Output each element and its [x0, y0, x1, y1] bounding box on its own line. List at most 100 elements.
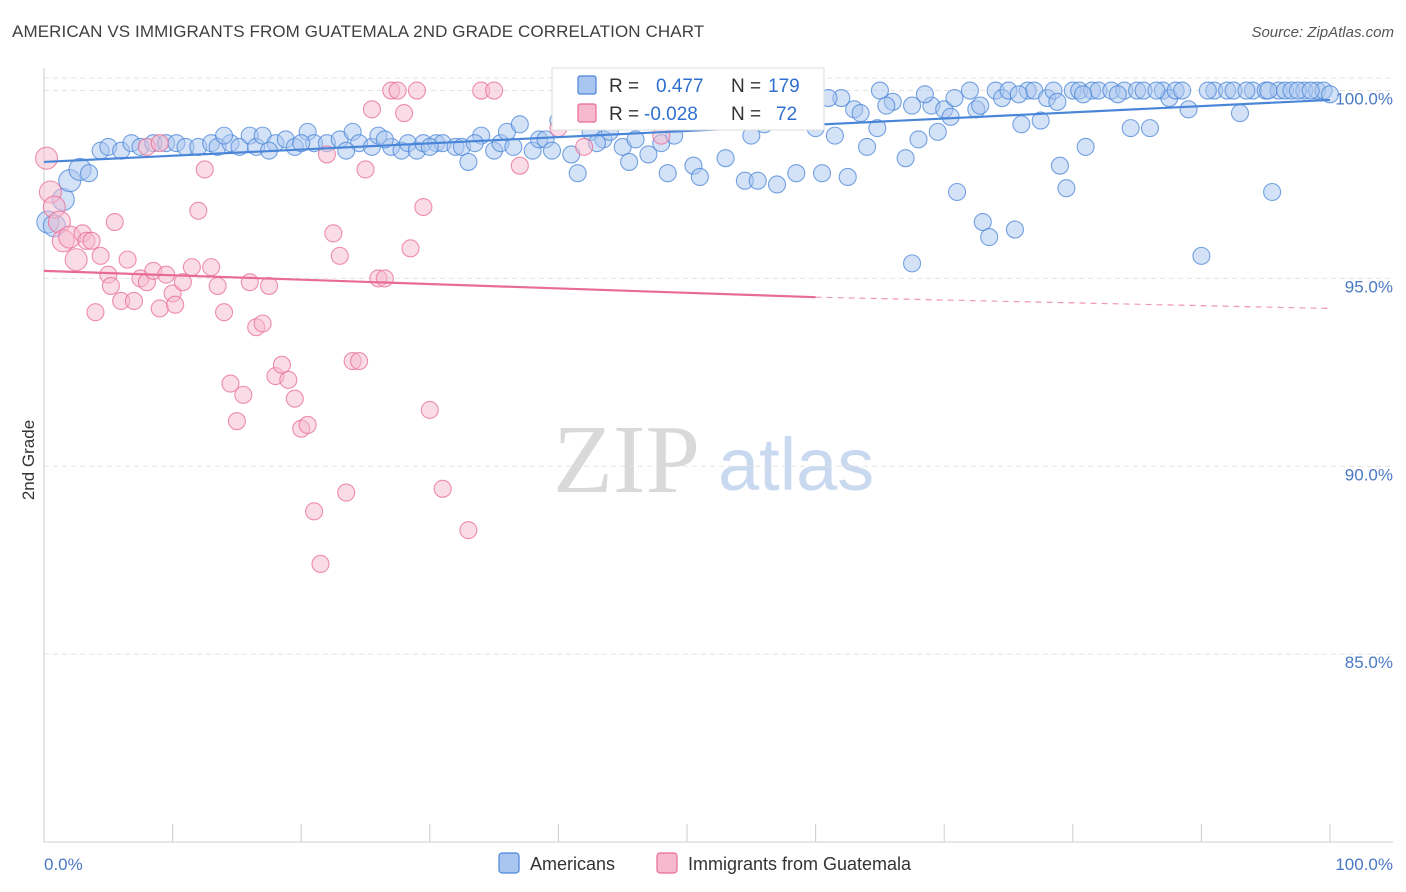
point-americans-128 — [1179, 100, 1198, 119]
point-guatemala-65 — [459, 521, 478, 540]
trend-line-dashed-guatemala — [815, 296, 1331, 310]
watermark: ZIP atlas — [553, 406, 874, 514]
stats-legend: R = 0.477 N = 179 R = -0.028 N = 72 — [551, 67, 825, 131]
point-guatemala-27 — [189, 201, 208, 220]
point-americans-168 — [542, 141, 562, 160]
point-guatemala-33 — [227, 412, 246, 431]
point-americans-154 — [1048, 92, 1067, 111]
point-americans-148 — [851, 104, 870, 123]
point-americans-67 — [690, 167, 709, 187]
point-guatemala-46 — [311, 554, 330, 574]
point-americans-87 — [868, 119, 887, 138]
point-guatemala-45 — [305, 502, 324, 521]
point-guatemala-53 — [356, 160, 375, 179]
point-americans-156 — [1108, 85, 1127, 104]
point-americans-169 — [504, 137, 523, 156]
point-guatemala-37 — [253, 314, 272, 333]
legend-swatch-americans — [498, 852, 520, 874]
point-americans-112 — [1050, 156, 1069, 175]
point-americans-150 — [915, 85, 934, 104]
point-americans-152 — [971, 96, 990, 115]
point-guatemala-13 — [101, 276, 120, 295]
point-americans-100 — [973, 212, 992, 232]
point-americans-90 — [896, 149, 915, 168]
point-americans-60 — [626, 130, 645, 149]
trend-lines — [43, 98, 1331, 310]
point-americans-159 — [1198, 81, 1217, 100]
point-guatemala-17 — [124, 291, 144, 311]
point-guatemala-30 — [208, 276, 227, 295]
y-tick-label-3: 85.0% — [1345, 653, 1393, 672]
point-guatemala-59 — [395, 104, 414, 123]
point-americans-81 — [812, 164, 832, 183]
point-americans-158 — [1173, 81, 1192, 100]
x-tick-right: 100.0% — [1335, 855, 1393, 874]
point-guatemala-10 — [86, 303, 105, 322]
point-guatemala-44 — [298, 415, 317, 434]
gridlines — [44, 77, 1393, 655]
point-guatemala-75 — [150, 134, 169, 153]
point-americans-70 — [716, 149, 735, 168]
point-guatemala-54 — [362, 100, 381, 119]
point-guatemala-24 — [166, 295, 185, 314]
point-americans-149 — [877, 96, 896, 115]
point-guatemala-28 — [195, 160, 214, 179]
watermark-atlas: atlas — [718, 423, 874, 506]
stats-n-value-americans: 179 — [768, 76, 800, 97]
point-americans-151 — [945, 89, 964, 108]
point-guatemala-70 — [575, 137, 594, 156]
point-americans-82 — [825, 126, 844, 145]
point-guatemala-60 — [401, 239, 420, 258]
point-americans-163 — [1301, 81, 1320, 100]
point-americans-171 — [420, 137, 439, 156]
stats-legend-box — [551, 67, 825, 131]
point-guatemala-9 — [82, 231, 101, 250]
point-americans-174 — [292, 134, 311, 153]
point-guatemala-29 — [202, 258, 221, 277]
point-americans-5 — [79, 164, 99, 183]
stats-r-value-americans: 0.477 — [656, 76, 704, 97]
point-guatemala-21 — [150, 299, 169, 318]
point-guatemala-34 — [234, 385, 253, 404]
point-americans-160 — [1237, 81, 1256, 100]
point-americans-133 — [1230, 104, 1250, 123]
point-americans-48 — [510, 115, 529, 134]
stats-r-label-guatemala: R = — [609, 104, 639, 125]
point-guatemala-47 — [317, 145, 336, 164]
point-guatemala-49 — [330, 246, 349, 265]
point-guatemala-42 — [285, 389, 304, 408]
y-axis-label: 2nd Grade — [19, 420, 38, 500]
trend-line-americans — [43, 98, 1331, 164]
point-americans-76 — [767, 175, 787, 194]
point-guatemala-0 — [35, 146, 59, 170]
stats-swatch-americans — [577, 75, 597, 95]
point-americans-113 — [1057, 179, 1076, 198]
point-guatemala-32 — [221, 374, 240, 393]
point-guatemala-58 — [388, 81, 407, 100]
chart-title: AMERICAN VS IMMIGRANTS FROM GUATEMALA 2N… — [12, 22, 705, 41]
point-americans-143 — [1320, 85, 1340, 104]
point-americans-161 — [1259, 81, 1278, 100]
point-americans-43 — [459, 152, 478, 171]
point-guatemala-38 — [259, 276, 279, 295]
y-tick-labels: 100.0% 95.0% 90.0% 85.0% — [1335, 90, 1393, 673]
point-guatemala-52 — [350, 352, 369, 371]
series-legend: Americans Immigrants from Guatemala — [498, 852, 912, 874]
point-americans-121 — [1121, 119, 1140, 138]
point-americans-166 — [658, 164, 677, 183]
point-americans-116 — [1076, 137, 1095, 156]
source-credit: Source: ZipAtlas.com — [1251, 24, 1394, 41]
point-guatemala-64 — [433, 479, 452, 498]
point-guatemala-25 — [173, 273, 192, 292]
point-guatemala-35 — [240, 273, 259, 292]
point-guatemala-68 — [510, 156, 529, 175]
point-americans-164 — [902, 254, 922, 273]
point-americans-129 — [1192, 246, 1211, 265]
point-americans-86 — [857, 137, 877, 156]
point-americans-84 — [838, 167, 857, 187]
point-americans-157 — [1147, 81, 1166, 100]
legend-label-americans: Americans — [530, 854, 615, 874]
point-guatemala-56 — [375, 269, 394, 288]
legend-swatch-guatemala — [656, 852, 678, 874]
point-guatemala-16 — [118, 250, 137, 269]
